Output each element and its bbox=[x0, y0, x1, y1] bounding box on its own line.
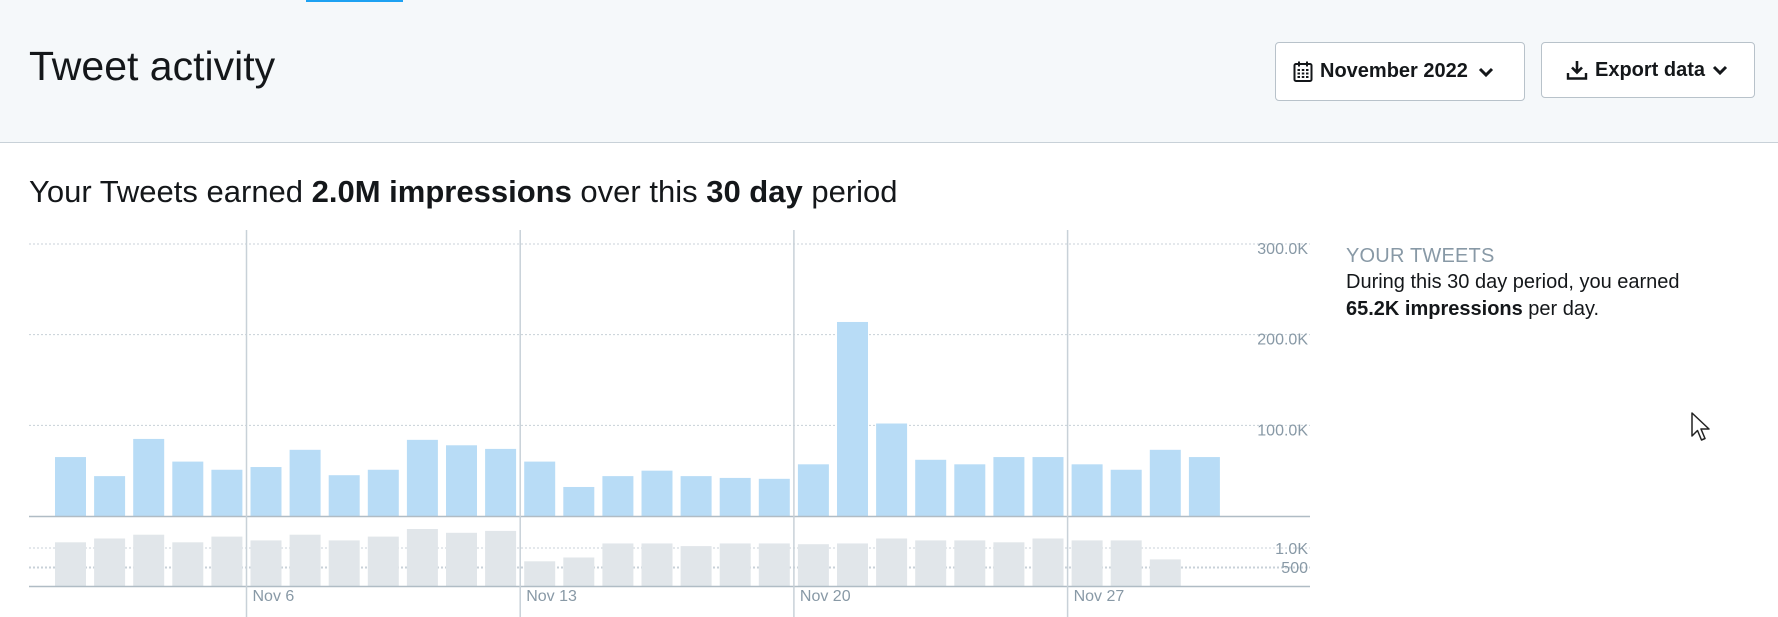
date-range-selector[interactable]: November 2022 bbox=[1275, 42, 1525, 101]
x-tick-label: Nov 27 bbox=[1074, 588, 1125, 605]
x-tick-label: Nov 6 bbox=[253, 588, 295, 605]
impressions-bar bbox=[446, 445, 477, 516]
impressions-bar bbox=[1032, 457, 1064, 516]
engagements-bar bbox=[250, 540, 282, 586]
impressions-bar bbox=[797, 464, 829, 516]
impressions-bar bbox=[719, 477, 751, 516]
your-tweets-panel: YOUR TWEETS During this 30 day period, y… bbox=[1346, 245, 1746, 323]
engagements-bar bbox=[680, 546, 712, 586]
impressions-bar bbox=[250, 467, 282, 516]
x-tick-label: Nov 20 bbox=[800, 588, 851, 605]
engagements-bar bbox=[1110, 540, 1142, 586]
impressions-bar bbox=[837, 321, 868, 516]
impressions-bar bbox=[915, 459, 947, 516]
impressions-bar bbox=[367, 469, 399, 516]
chevron-down-icon bbox=[1478, 67, 1493, 77]
engagements-bar bbox=[1032, 538, 1064, 586]
engagements-bar bbox=[1149, 559, 1181, 586]
summary-period: 30 day bbox=[706, 174, 803, 209]
engagements-bar bbox=[641, 543, 673, 586]
impressions-bar bbox=[133, 438, 165, 516]
impressions-bar bbox=[524, 461, 556, 516]
summary-suffix: period bbox=[802, 174, 898, 209]
impressions-bar bbox=[406, 439, 438, 516]
summary-impressions: 2.0M impressions bbox=[311, 174, 572, 209]
engagements-bar bbox=[837, 543, 868, 586]
impressions-bar bbox=[172, 461, 204, 516]
engagements-bar bbox=[524, 561, 556, 586]
engagements-bar bbox=[172, 542, 204, 586]
impressions-bar bbox=[680, 476, 712, 516]
impressions-bar bbox=[1110, 469, 1142, 516]
engagements-bar bbox=[485, 530, 517, 586]
x-tick-label: Nov 13 bbox=[526, 588, 577, 605]
engagements-bar bbox=[797, 544, 829, 586]
y-tick-label: 200.0K bbox=[1257, 332, 1308, 349]
engagements-bar bbox=[915, 540, 947, 586]
active-tab-indicator bbox=[306, 0, 403, 2]
y-tick-label: 500 bbox=[1281, 560, 1308, 577]
engagements-bar bbox=[876, 538, 908, 586]
engagements-bar bbox=[133, 534, 165, 586]
chevron-down-icon bbox=[1712, 65, 1728, 76]
y-tick-label: 1.0K bbox=[1275, 541, 1308, 558]
impressions-bar bbox=[1188, 457, 1220, 516]
header-bar: Tweet activity November 2022 Export data bbox=[0, 0, 1778, 143]
your-tweets-heading: YOUR TWEETS bbox=[1346, 245, 1495, 267]
summary-middle: over this bbox=[571, 174, 707, 209]
impressions-bar bbox=[328, 475, 360, 516]
download-icon bbox=[1566, 61, 1588, 80]
engagements-bar bbox=[602, 543, 634, 586]
engagements-bar bbox=[328, 540, 360, 586]
engagements-bar bbox=[289, 534, 321, 586]
engagements-bar bbox=[406, 529, 438, 586]
engagements-bar bbox=[94, 538, 126, 586]
engagements-bar bbox=[719, 543, 751, 586]
impressions-bar bbox=[94, 476, 126, 516]
per-day-impressions: 65.2K impressions bbox=[1346, 298, 1523, 320]
engagements-bar bbox=[563, 557, 595, 586]
impressions-bar bbox=[876, 423, 908, 516]
engagements-bar bbox=[55, 542, 86, 586]
calendar-icon bbox=[1293, 61, 1313, 82]
your-tweets-description: During this 30 day period, you earned 65.… bbox=[1346, 269, 1746, 323]
engagements-bar bbox=[758, 543, 790, 586]
impressions-summary: Your Tweets earned 2.0M impressions over… bbox=[29, 174, 898, 210]
per-day-suffix: per day. bbox=[1522, 298, 1600, 320]
export-data-button[interactable]: Export data bbox=[1541, 42, 1755, 98]
engagements-bar bbox=[367, 536, 399, 586]
engagements-bar bbox=[446, 532, 477, 586]
impressions-bar bbox=[954, 464, 986, 516]
impressions-bar bbox=[758, 478, 790, 516]
impressions-bar bbox=[641, 470, 673, 516]
engagements-bar bbox=[954, 540, 986, 586]
impressions-bar bbox=[1149, 449, 1181, 516]
date-range-label: November 2022 bbox=[1320, 60, 1468, 82]
engagements-bar bbox=[211, 536, 243, 586]
mouse-cursor-icon bbox=[1691, 412, 1710, 441]
impressions-bar bbox=[485, 448, 517, 516]
your-tweets-line: During this 30 day period, you earned bbox=[1346, 271, 1680, 293]
impressions-bar bbox=[1071, 464, 1103, 516]
impressions-chart: Nov 6 Nov 13 Nov 20 Nov 27 300.0K 200.0K 100.0… bbox=[29, 230, 1310, 617]
y-tick-label: 300.0K bbox=[1257, 241, 1308, 258]
summary-prefix: Your Tweets earned bbox=[29, 174, 312, 209]
engagements-bar bbox=[1071, 540, 1103, 586]
y-tick-label: 100.0K bbox=[1257, 422, 1308, 439]
engagements-bar bbox=[993, 542, 1025, 586]
export-data-label: Export data bbox=[1595, 58, 1706, 81]
page-title: Tweet activity bbox=[29, 43, 276, 89]
impressions-bar bbox=[602, 476, 634, 516]
impressions-bar bbox=[289, 449, 321, 516]
impressions-bar bbox=[55, 457, 86, 516]
impressions-bar bbox=[563, 486, 595, 516]
impressions-bar bbox=[993, 457, 1025, 516]
impressions-bar bbox=[211, 469, 243, 516]
